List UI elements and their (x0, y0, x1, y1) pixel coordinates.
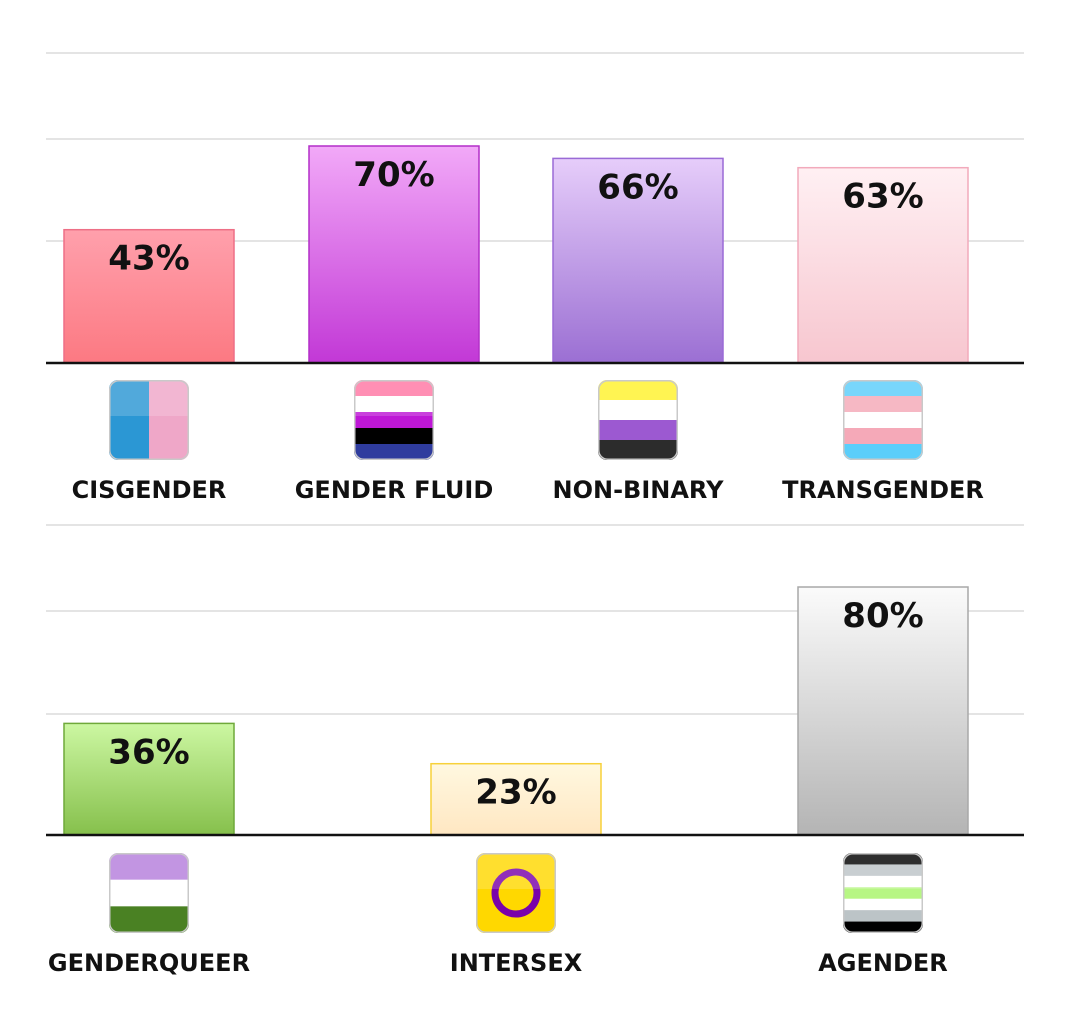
category-label: INTERSEX (450, 949, 583, 977)
nonbinary-flag-icon (598, 380, 678, 460)
bar-gender-fluid (308, 145, 480, 364)
data-label: 70% (353, 155, 434, 195)
category-label: GENDER FLUID (295, 476, 494, 504)
data-label: 36% (108, 732, 189, 772)
category-label: AGENDER (818, 949, 948, 977)
data-label: 66% (597, 167, 678, 207)
transgender-flag-icon (843, 380, 923, 460)
data-label: 23% (475, 773, 556, 813)
bar-cisgender (63, 228, 235, 364)
cisgender-flag-icon (109, 380, 189, 460)
bar-transgender (797, 166, 969, 364)
data-label: 63% (842, 177, 923, 217)
bar-genderqueer (63, 722, 235, 836)
intersex-flag-icon (476, 853, 556, 933)
chart-panel-bottom: 36% GENDERQUEER 23% INTERSEX 80% AGENDER (46, 524, 1024, 977)
category-label: GENDERQUEER (48, 949, 250, 977)
category-label: CISGENDER (72, 476, 227, 504)
bar-intersex (430, 762, 602, 836)
data-label: 43% (108, 239, 189, 279)
bar-non-binary (552, 157, 724, 364)
agender-flag-icon (843, 853, 923, 933)
genderfluid-flag-icon (354, 380, 434, 460)
category-label: TRANSGENDER (782, 476, 984, 504)
bar-agender (797, 586, 969, 836)
genderqueer-flag-icon (109, 853, 189, 933)
chart-panel-top: 43% CISGENDER 70% GENDER FLUID 66% NON-BINARY… (46, 52, 1024, 504)
category-label: NON-BINARY (553, 476, 725, 504)
data-label: 80% (842, 596, 923, 636)
